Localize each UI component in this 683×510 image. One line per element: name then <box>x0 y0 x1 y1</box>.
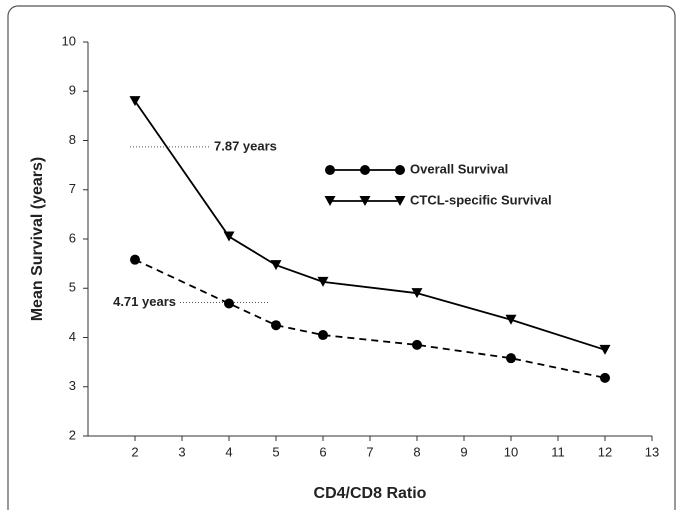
y-tick-label: 4 <box>69 329 76 344</box>
legend-label: CTCL-specific Survival <box>410 192 552 207</box>
data-point <box>271 320 281 331</box>
x-tick-label: 5 <box>272 444 279 459</box>
x-tick-label: 10 <box>504 444 518 459</box>
legend-marker <box>325 165 335 175</box>
y-tick-label: 2 <box>69 427 76 442</box>
x-tick-label: 2 <box>131 444 138 459</box>
x-tick-label: 4 <box>225 444 232 459</box>
data-point <box>130 254 140 265</box>
y-axis-label: Mean Survival (years) <box>29 157 46 322</box>
data-point <box>506 353 516 364</box>
y-tick-label: 7 <box>69 181 76 196</box>
legend-marker <box>359 196 371 206</box>
x-tick-label: 13 <box>645 444 659 459</box>
y-tick-label: 8 <box>69 132 76 147</box>
annotation-label: 7.87 years <box>214 138 277 153</box>
data-point <box>599 344 611 355</box>
data-point <box>600 372 610 383</box>
legend-marker <box>360 165 370 175</box>
series-line <box>134 100 606 351</box>
legend-marker <box>395 165 405 175</box>
y-tick-label: 6 <box>69 230 76 245</box>
x-tick-label: 8 <box>413 444 420 459</box>
data-point <box>411 288 423 299</box>
data-point <box>224 298 234 309</box>
legend-label: Overall Survival <box>410 161 508 176</box>
x-tick-label: 12 <box>598 444 612 459</box>
legend-marker <box>394 196 406 206</box>
y-tick-label: 3 <box>69 378 76 393</box>
data-point <box>412 339 422 350</box>
data-point <box>223 231 235 242</box>
x-axis-label: CD4/CD8 Ratio <box>314 485 427 502</box>
y-tick-label: 5 <box>69 280 76 295</box>
data-point <box>505 314 517 325</box>
annotation-label: 4.71 years <box>113 294 176 309</box>
x-tick-label: 6 <box>319 444 326 459</box>
legend-marker <box>324 196 336 206</box>
data-point <box>129 96 141 107</box>
data-point <box>317 276 329 287</box>
y-tick-label: 10 <box>62 33 76 48</box>
x-tick-label: 7 <box>366 444 373 459</box>
x-tick-label: 9 <box>460 444 467 459</box>
x-tick-label: 11 <box>551 444 565 459</box>
x-tick-label: 3 <box>178 444 185 459</box>
y-tick-label: 9 <box>69 83 76 98</box>
frame <box>7 5 676 510</box>
data-point <box>270 260 282 271</box>
series-line <box>134 258 606 379</box>
data-point <box>318 330 328 341</box>
